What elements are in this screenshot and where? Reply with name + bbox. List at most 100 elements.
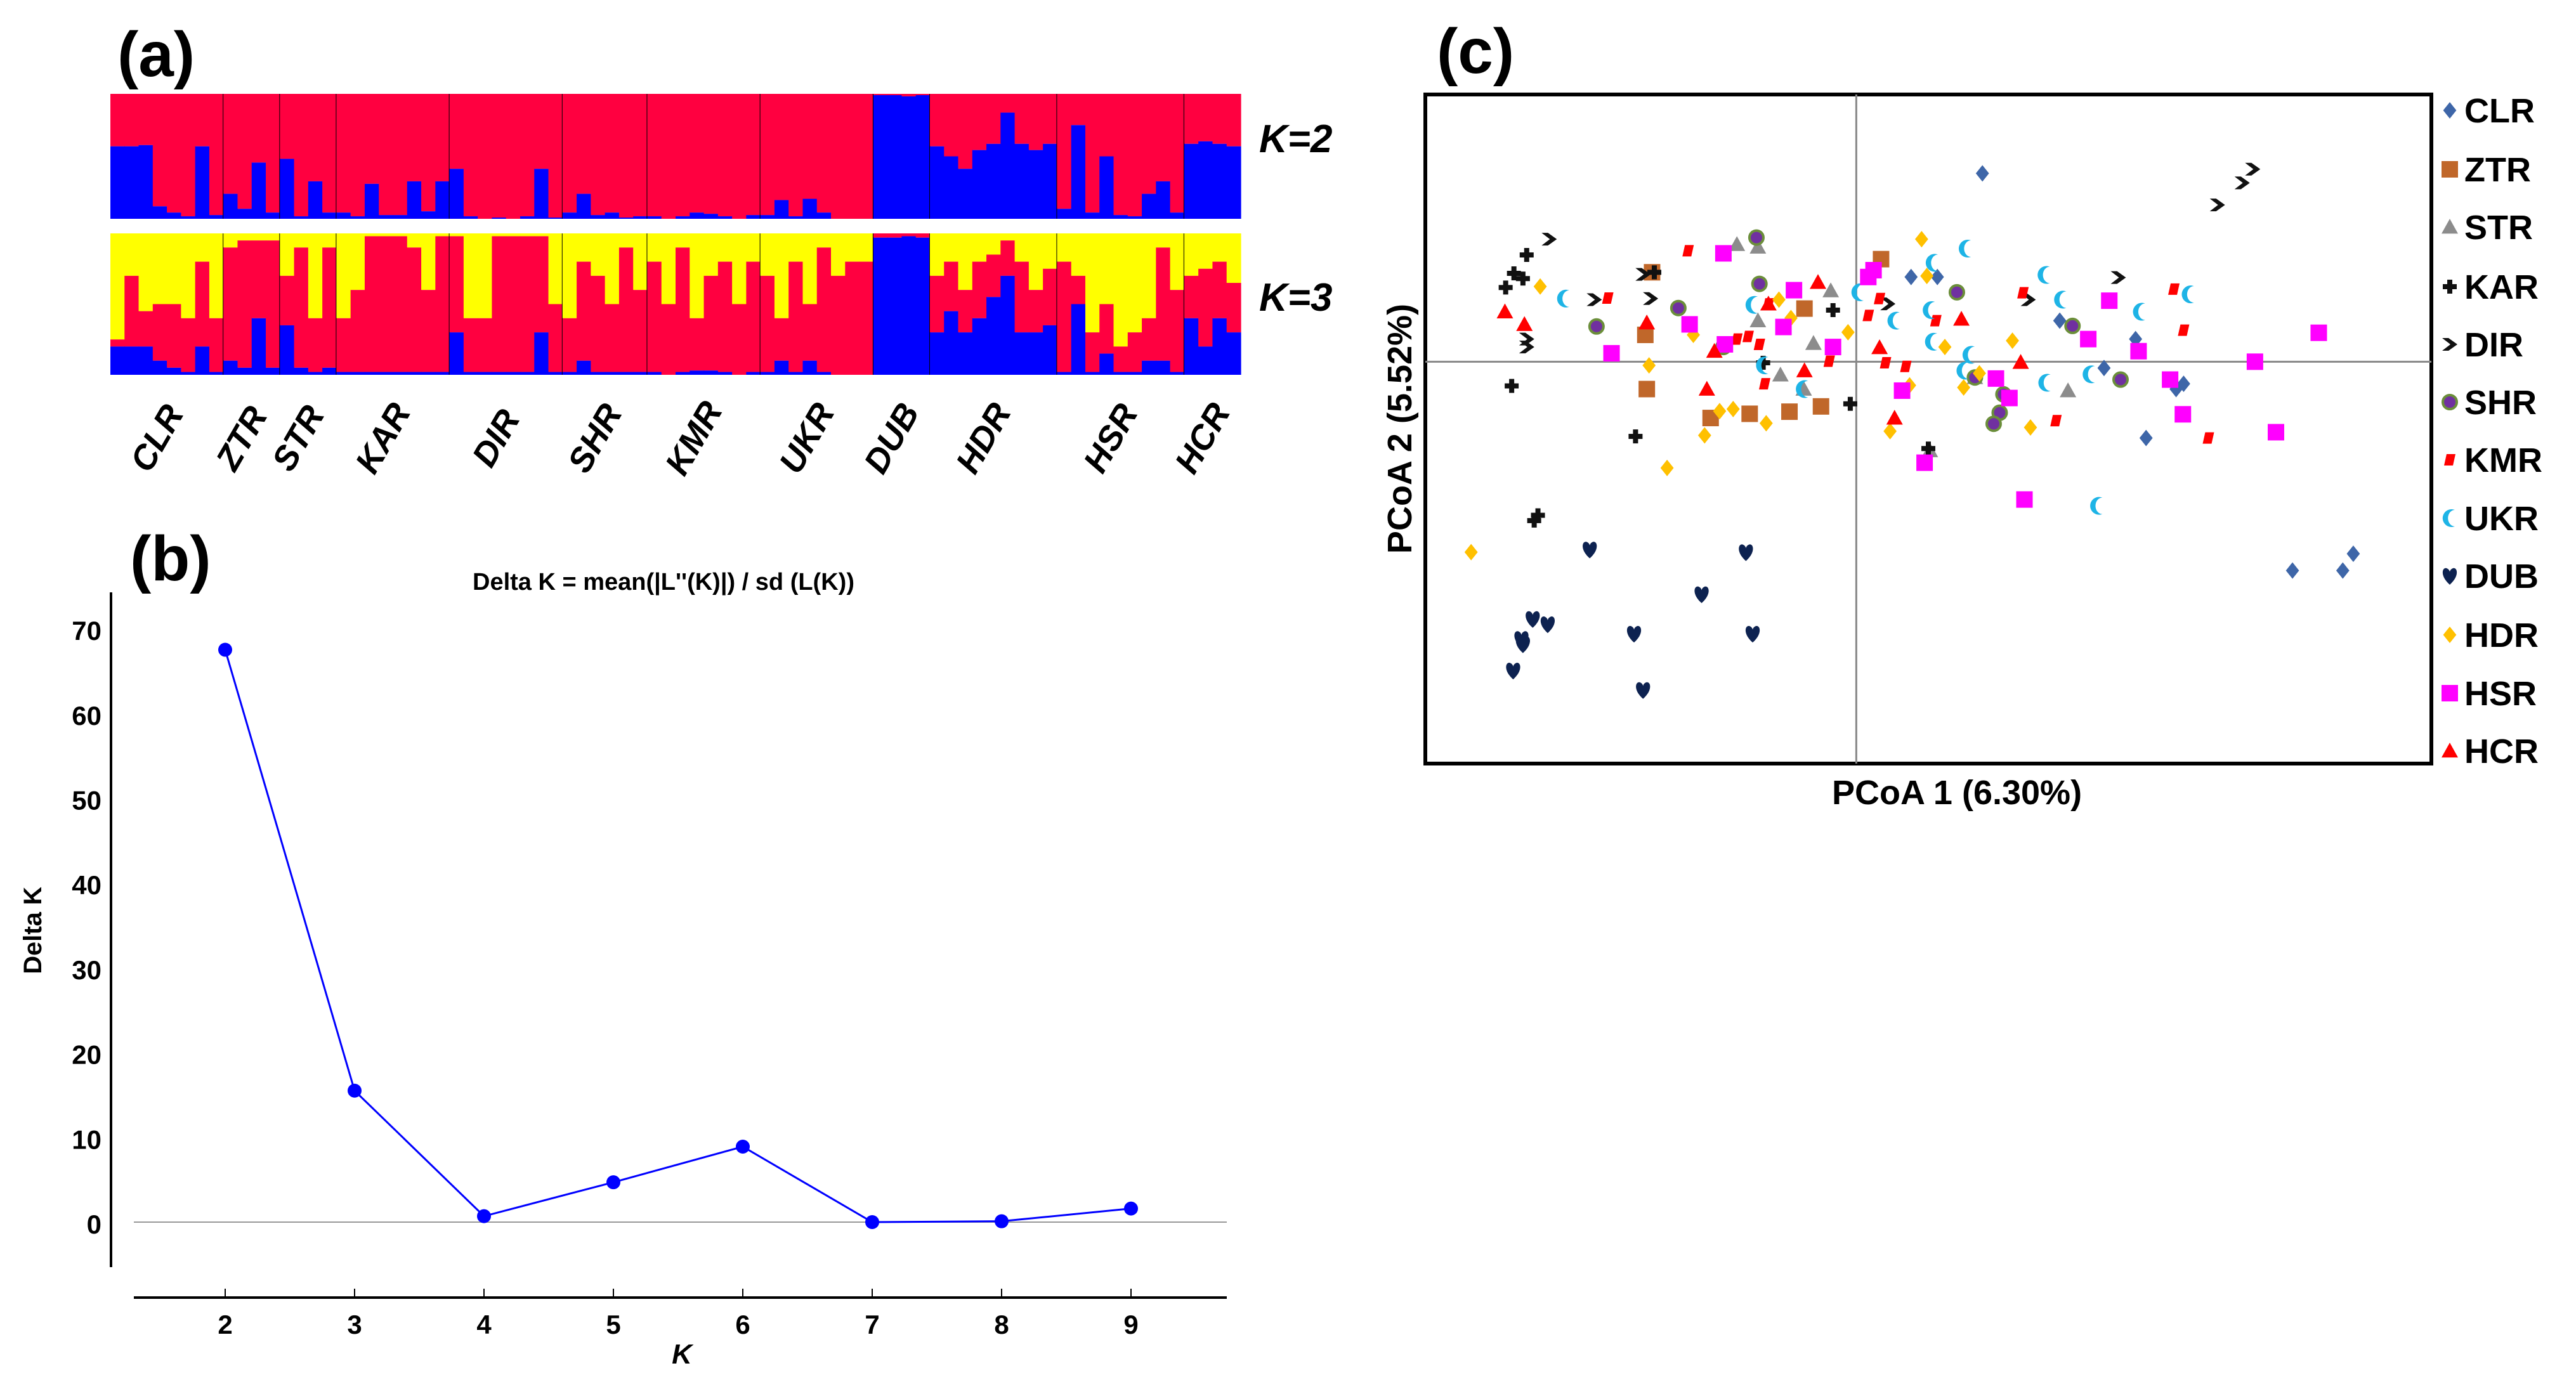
k2-bar-blue (1071, 125, 1086, 219)
kar-point (1921, 441, 1935, 456)
hdr-point (1920, 268, 1934, 285)
k3-bar-red (308, 318, 323, 372)
k2-bar-red (251, 94, 266, 163)
k2-bar-blue (1156, 181, 1171, 219)
k3-bar-red (732, 304, 747, 375)
k3-bar-yellow (774, 233, 789, 318)
hcr-point (1886, 410, 1903, 425)
hcr-point (1953, 311, 1970, 326)
k3-bar-yellow (1057, 233, 1072, 262)
k2-bar-red (1184, 94, 1199, 144)
k2-bar-blue (251, 162, 266, 219)
y-tick-label: 60 (72, 701, 101, 731)
k3-bar-yellow (237, 233, 252, 241)
axis-ticks: 0 10 20 30 40 50 60 70 2 3 4 5 6 7 8 9 (72, 616, 1138, 1339)
dub-point (1506, 663, 1520, 680)
k2-bar-red (562, 94, 577, 213)
k2-bar-red (393, 94, 408, 216)
k2-bar-red (223, 94, 239, 194)
kmr-point (1930, 315, 1942, 327)
k2-bar-blue (816, 212, 832, 219)
k3-bar-red (633, 290, 648, 372)
k3-bar-blue (223, 360, 239, 375)
str-point (1749, 238, 1767, 254)
k3-bar-red (661, 304, 676, 375)
shr-legend-icon (2442, 394, 2458, 410)
k3-bar-blue (110, 346, 125, 375)
k3-bar-red (520, 236, 535, 372)
k2-bar-blue (1212, 143, 1227, 219)
k2-bar-red (788, 94, 804, 217)
y-tick-label: 70 (72, 616, 101, 646)
k3-bar-yellow (152, 233, 167, 304)
k3-bar-blue (421, 372, 436, 375)
k3-bar-yellow (929, 233, 945, 276)
k3-bar-red (816, 247, 832, 372)
k3-bar-blue (1198, 346, 1213, 375)
k3-bar-red (152, 304, 167, 361)
clr-point (1904, 268, 1918, 285)
k3-bar-blue (1014, 332, 1030, 375)
k3-bar-red (1170, 290, 1185, 372)
legend-label: STR (2464, 209, 2533, 247)
k3-bar-yellow (435, 233, 450, 237)
k2-bar-red (478, 94, 493, 219)
kar-point (1505, 379, 1519, 393)
y-tick-label: 50 (72, 786, 101, 816)
k3-bar-blue (308, 372, 323, 375)
hdr-point (1841, 323, 1855, 341)
k2-bar-red (152, 94, 167, 207)
k2-bar-red (690, 94, 705, 213)
x-tick-label: 2 (218, 1310, 232, 1339)
str-point (2060, 382, 2077, 398)
k3-bar-red (322, 247, 337, 368)
hsr-point (2267, 424, 2284, 441)
dir-point (2234, 176, 2250, 190)
data-point (736, 1140, 750, 1154)
k2-bar-blue (534, 169, 549, 219)
k3-bar-red (929, 275, 945, 333)
k3-bar-blue (605, 372, 620, 375)
k3-bar-red (1212, 261, 1227, 318)
k3-bar-blue (280, 325, 295, 375)
hdr-point (1759, 415, 1773, 432)
k3-bar-red (294, 247, 309, 368)
y-tick-label: 20 (72, 1040, 101, 1070)
k3-bar-yellow (308, 233, 323, 318)
k2-bar-blue (364, 183, 379, 219)
k3-bar-yellow (209, 233, 224, 318)
dir-legend-icon (2442, 338, 2457, 351)
str-legend-icon (2442, 219, 2458, 234)
clr-point (2053, 312, 2067, 329)
k2-bar-red (1142, 94, 1156, 194)
y-tick-label: 0 (87, 1209, 101, 1239)
kmr-point (1900, 360, 1912, 372)
k3-bar-blue (336, 372, 351, 375)
k2-bar-blue (181, 216, 196, 219)
k3-bar-yellow (1170, 233, 1185, 290)
k3-bar-yellow (562, 233, 577, 318)
k3-bar-blue (237, 367, 252, 375)
k3-bar-blue (901, 236, 917, 375)
k3-bar-yellow (732, 233, 747, 304)
k3-bar-red (251, 240, 266, 318)
k2-bar-red (1127, 94, 1142, 217)
kar-point (1647, 265, 1661, 280)
k3-bar-blue (294, 367, 309, 375)
k3-bar-red (577, 261, 591, 361)
hcr-point (1496, 303, 1514, 318)
dir-point (2245, 162, 2261, 176)
k3-bar-yellow (1113, 233, 1128, 347)
k3-bar-red (379, 236, 394, 372)
k2-bar-blue (280, 159, 295, 219)
k2-bar-red (676, 94, 690, 217)
k3-bar-blue (463, 372, 478, 375)
k3-bar-yellow (591, 233, 606, 276)
k3-bar-yellow (520, 233, 535, 237)
k2-bar-blue (1099, 156, 1115, 219)
k3-bar-blue (1057, 372, 1072, 375)
hcr-point (1871, 339, 1888, 355)
k3-bar-red (393, 236, 408, 372)
hsr-point (2246, 353, 2263, 370)
kmr-point (2202, 432, 2214, 444)
